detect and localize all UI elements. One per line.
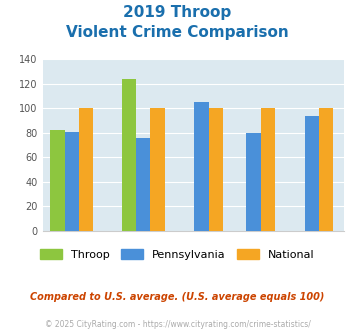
Bar <box>319 109 333 231</box>
Legend: Throop, Pennsylvania, National: Throop, Pennsylvania, National <box>36 245 319 264</box>
Text: 2019 Throop: 2019 Throop <box>124 5 231 20</box>
Text: © 2025 CityRating.com - https://www.cityrating.com/crime-statistics/: © 2025 CityRating.com - https://www.city… <box>45 320 310 329</box>
Bar <box>246 133 261 231</box>
Bar <box>150 109 165 231</box>
Bar <box>79 109 93 231</box>
Bar <box>50 130 65 231</box>
Text: Violent Crime Comparison: Violent Crime Comparison <box>66 25 289 40</box>
Bar <box>136 138 150 231</box>
Text: Compared to U.S. average. (U.S. average equals 100): Compared to U.S. average. (U.S. average … <box>30 292 325 302</box>
Bar <box>261 109 275 231</box>
Bar <box>209 109 223 231</box>
Bar <box>65 132 79 231</box>
Bar <box>305 116 319 231</box>
Bar <box>195 102 209 231</box>
Bar <box>122 79 136 231</box>
